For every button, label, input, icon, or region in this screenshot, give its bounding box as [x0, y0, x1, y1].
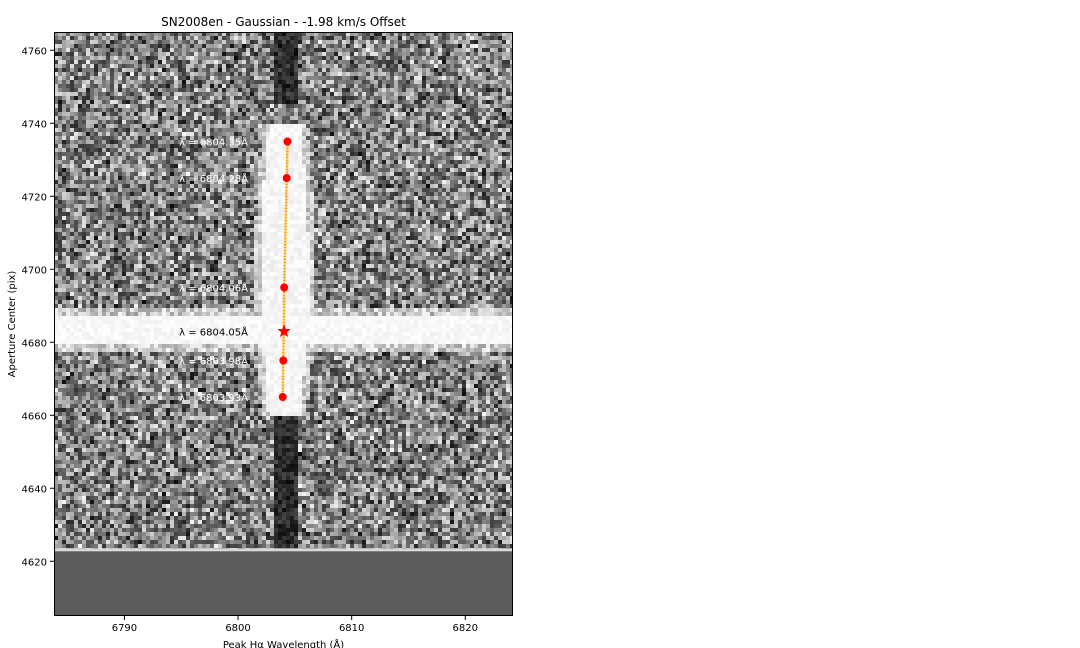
masked-region: [54, 550, 513, 616]
wavelength-annotation: λ = 6804.28Å: [179, 172, 248, 185]
data-point: [283, 137, 292, 146]
data-point: [278, 393, 287, 401]
x-tick-label: 6790: [112, 623, 137, 634]
y-tick-label: 4640: [22, 484, 47, 495]
wavelength-annotation: λ = 6803.98Å: [179, 355, 248, 368]
plot-frame: [54, 32, 513, 616]
data-point: [282, 174, 291, 182]
y-tick-label: 4680: [22, 338, 47, 349]
spectrum-image: [54, 32, 513, 616]
wavelength-annotation: λ = 6804.05Å: [179, 325, 248, 338]
x-tick-label: 6810: [339, 623, 364, 634]
y-tick-label: 4660: [22, 411, 47, 422]
axes: 6790 6800 6810 6820 4620 4640 4660 4680 4700 4720…: [22, 46, 478, 634]
mask-edge: [54, 548, 513, 552]
y-tick-label: 4760: [22, 46, 47, 57]
fit-trace-line: [281, 141, 289, 398]
data-point: [279, 356, 288, 365]
wavelength-annotation: λ = 6803.93Å: [179, 391, 248, 404]
y-axis-label: Aperture Center (pix): [7, 271, 18, 378]
noise-background: [54, 32, 513, 552]
y-tick-label: 4620: [22, 557, 47, 568]
data-point: [280, 283, 289, 292]
wavelength-annotation: λ = 6804.06Å: [179, 282, 248, 295]
chart-title: SN2008en - Gaussian - -1.98 km/s Offset: [161, 15, 406, 29]
x-axis-label: Peak Hα Wavelength (Å): [223, 638, 344, 648]
wavelength-annotation: λ = 6804.35Å: [179, 136, 248, 149]
x-tick-label: 6800: [225, 623, 250, 634]
y-tick-label: 4720: [22, 192, 47, 203]
center-star-marker: [277, 324, 291, 337]
y-tick-label: 4700: [22, 265, 47, 276]
measurement-overlay: λ = 6804.35Å λ = 6804.28Å λ = 6804.06Å λ = …: [179, 136, 292, 404]
y-tick-label: 4740: [22, 119, 47, 130]
x-tick-label: 6820: [453, 623, 478, 634]
